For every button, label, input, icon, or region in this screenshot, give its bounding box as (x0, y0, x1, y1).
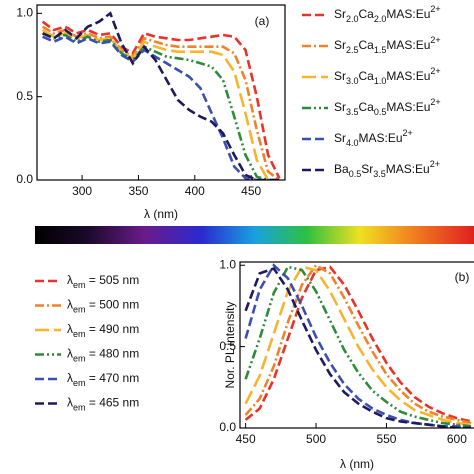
x-tick-label: 400 (185, 184, 205, 198)
x-tick-label: 450 (236, 432, 256, 446)
legend-label: Sr3.0Ca1.0MAS:Eu2+ (334, 66, 441, 86)
spectrum-bar (35, 226, 474, 244)
x-tick-label: 300 (72, 184, 92, 198)
y-tick-label: 0.5 (16, 89, 33, 103)
panel: 0.0 0.5 1.0 300 350 400 450 λ (nm) (a) Sr2.0Ca2.0… (16, 4, 440, 221)
y-tick-label: 0.5 (219, 339, 236, 353)
x-tick-label: 600 (447, 432, 467, 446)
plot-frame (36, 4, 286, 181)
line-series (244, 263, 472, 425)
line-series (42, 32, 280, 180)
y-tick-label: 0.0 (16, 172, 33, 186)
legend-label: Ba0.5Sr3.5MAS:Eu2+ (334, 159, 440, 179)
x-tick-label: 350 (128, 184, 148, 198)
line-series (42, 35, 280, 180)
y-tick-label: 1.0 (16, 6, 33, 20)
line-series (244, 266, 471, 428)
legend-label: Sr2.0Ca2.0MAS:Eu2+ (334, 4, 441, 24)
panel-label: (a) (255, 14, 270, 28)
legend-label: λem = 505 nm (67, 273, 139, 290)
plot-frame (239, 261, 474, 429)
y-tick-label: 1.0 (219, 257, 236, 271)
legend-label: λem = 470 nm (67, 371, 139, 388)
x-axis-label: λ (nm) (144, 207, 178, 221)
line-series (244, 265, 472, 426)
x-tick-label: 450 (241, 184, 261, 198)
legend-label: λem = 500 nm (67, 298, 139, 315)
x-axis-label: λ (nm) (340, 457, 374, 471)
line-series (41, 28, 280, 180)
line-series (42, 11, 280, 180)
legend-label: λem = 490 nm (67, 322, 139, 339)
x-tick-label: 550 (376, 432, 396, 446)
x-tick-label: 500 (306, 432, 326, 446)
legend-label: Sr2.5Ca1.5MAS:Eu2+ (334, 35, 441, 55)
line-series (41, 20, 281, 179)
y-axis-label: Nor. PL intensity (223, 302, 237, 389)
line-series (244, 265, 472, 423)
panel: 0.0 0.5 1.0 450 500 550 600 λ (nm) Nor. PL inten… (35, 257, 474, 471)
legend-label: Sr4.0MAS:Eu2+ (334, 128, 413, 148)
panel-label: (b) (455, 270, 470, 284)
legend-label: λem = 480 nm (67, 347, 139, 364)
y-tick-label: 0.0 (219, 420, 236, 434)
legend-label: λem = 465 nm (67, 396, 139, 413)
line-series (41, 25, 281, 180)
legend-label: Sr3.5Ca0.5MAS:Eu2+ (334, 97, 441, 117)
line-series (244, 263, 472, 428)
